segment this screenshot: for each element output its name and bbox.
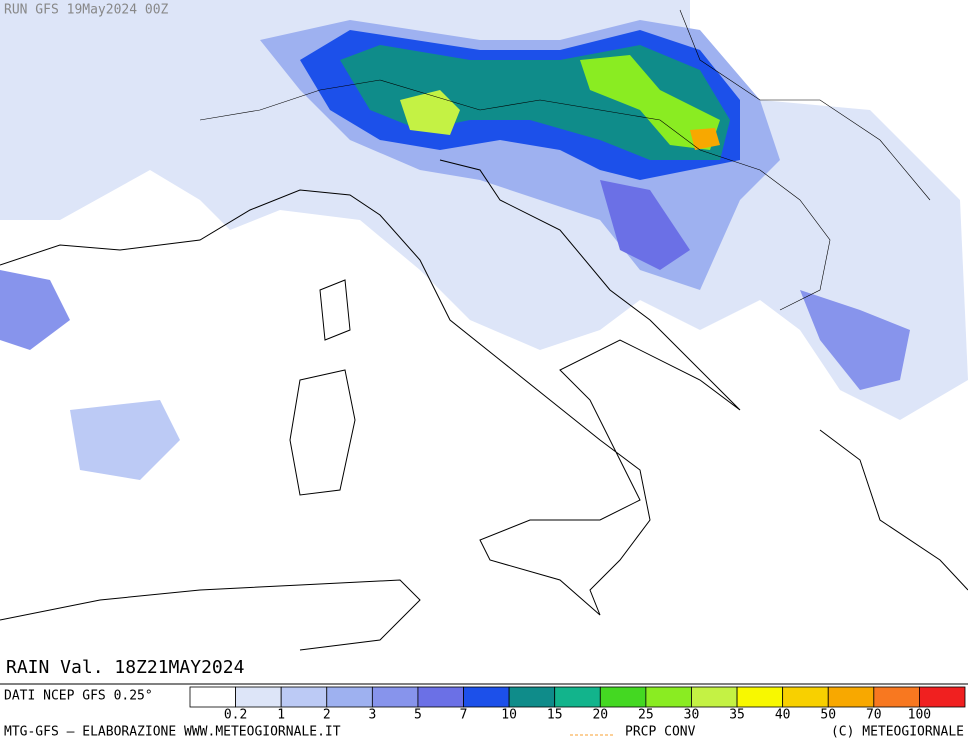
rain-6 [690,128,720,150]
legend-swatch [599,686,647,708]
legend-label: 50 [820,708,836,723]
legend-label: 10 [501,708,517,723]
legend-label: 40 [775,708,791,723]
run-label: RUN GFS 19May2024 00Z [4,3,169,18]
legend-label: 15 [547,708,563,723]
source-label: DATI NCEP GFS 0.25° [4,689,153,704]
legend-swatch [326,686,373,708]
legend-label: 20 [592,708,608,723]
precip-field [0,0,968,480]
copyright-label: (C) METEOGIORNALE [831,725,964,740]
conv-label: PRCP CONV [625,725,696,740]
legend-swatch [691,686,738,708]
legend-label: 100 [908,708,931,723]
rain-4 [580,55,720,150]
rain-8 [800,290,910,390]
rain-10 [70,400,180,480]
rain-5 [400,90,460,135]
legend-label: 30 [684,708,700,723]
legend-label: 70 [866,708,882,723]
coastlines [0,9,968,651]
legend-swatch [235,686,282,708]
legend-label: 1 [277,708,285,723]
legend-label: 5 [414,708,422,723]
legend-label: 35 [729,708,745,723]
legend-swatch [827,686,875,708]
legend-label: 0.2 [224,708,247,723]
rain-7 [600,180,690,270]
legend-swatch [371,686,419,708]
legend-swatch [873,686,920,708]
legend-label: 3 [368,708,376,723]
valid-label: RAIN Val. 18Z21MAY2024 [6,657,244,678]
credit-label: MTG-GFS — ELABORAZIONE WWW.METEOGIORNALE… [4,725,341,740]
legend-label: 7 [460,708,468,723]
legend-swatch [508,686,556,708]
legend-swatch [554,686,601,708]
legend-label: 2 [323,708,331,723]
legend-swatch [463,686,510,708]
legend-label: 25 [638,708,654,723]
legend: 0.2 1 2 3 5 7 10 15 20 25 30 35 40 50 70 100 [189,686,966,723]
legend-swatch [189,686,236,708]
legend-swatch [782,686,829,708]
legend-swatch [919,686,966,708]
rain-9 [0,270,70,350]
legend-swatch [645,686,692,708]
legend-swatch [417,686,464,708]
legend-swatch [736,686,784,708]
legend-swatch [280,686,328,708]
